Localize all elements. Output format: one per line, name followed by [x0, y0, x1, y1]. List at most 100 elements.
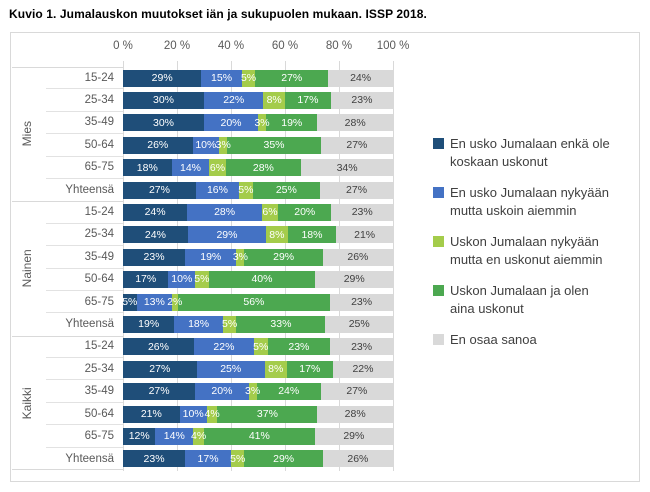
bar-segment-label: 6%	[209, 161, 226, 174]
bar-segment: 28%	[225, 159, 302, 177]
bar-segment: 5%	[238, 181, 254, 199]
bar-segment-label: 4%	[204, 407, 220, 420]
bar-segment-label: 23%	[351, 295, 373, 308]
bar-segment-label: 23%	[351, 94, 373, 107]
x-axis-tick: 40 %	[217, 40, 245, 52]
bar-segment: 24%	[256, 383, 321, 401]
legend-item: En usko Jumalaan nykyään mutta uskoin ai…	[433, 184, 615, 219]
bar-segment-label: 4%	[191, 430, 207, 443]
bar-row: 50-64 17% 10% 5% 40% 29%	[12, 269, 394, 291]
bar-segment: 24%	[123, 226, 188, 244]
stacked-bar: 29% 15% 5% 27% 24%	[123, 69, 393, 87]
bar-segment: 19%	[123, 315, 175, 333]
legend-item: Uskon Jumalaan ja olen aina uskonut	[433, 282, 615, 317]
bar-segment-label: 14%	[179, 161, 201, 174]
bar-segment-label: 5%	[122, 295, 138, 308]
bar-segment-label: 29%	[273, 452, 295, 465]
bar-segment-label: 10%	[182, 407, 204, 420]
bar-segment: 8%	[263, 92, 285, 110]
category-label: 25-34	[46, 358, 123, 381]
bar-segment: 3%	[233, 248, 248, 266]
bar-segment-label: 29%	[343, 273, 365, 286]
bar-segment-label: 17%	[135, 273, 157, 286]
bar-segment-label: 27%	[281, 71, 303, 84]
bar-segment-label: 29%	[273, 251, 295, 264]
bar-segment: 22%	[193, 338, 254, 356]
bar-segment-label: 24%	[144, 228, 166, 241]
bar-segment-label: 16%	[206, 183, 228, 196]
stacked-bar: 30% 22% 8% 17% 23%	[123, 92, 393, 110]
bar-segment: 25%	[325, 315, 393, 333]
bar-segment: 25%	[252, 181, 321, 199]
bar-row: 15-24 26% 22% 5% 23% 23%	[12, 336, 394, 359]
bar-segment: 26%	[123, 338, 194, 356]
category-label: 15-24	[46, 67, 123, 90]
bar-segment-label: 17%	[299, 363, 321, 376]
bar-segment-label: 15%	[211, 71, 233, 84]
bar-segment-label: 41%	[248, 430, 270, 443]
bar-segment-label: 27%	[346, 139, 368, 152]
bar-segment-label: 26%	[347, 251, 369, 264]
bar-segment: 23%	[330, 92, 393, 110]
bar-segment-label: 21%	[140, 407, 162, 420]
bar-segment: 5%	[253, 338, 268, 356]
bar-segment: 20%	[204, 114, 258, 132]
bar-segment: 26%	[322, 450, 393, 468]
bar-segment: 27%	[123, 383, 196, 401]
bar-segment: 21%	[123, 405, 180, 423]
bar-segment-label: 20%	[211, 385, 233, 398]
bar-segment-label: 28%	[344, 116, 366, 129]
category-label: 50-64	[46, 403, 123, 426]
bar-row: 65-75 12% 14% 4% 41% 29%	[12, 425, 394, 448]
bar-segment-label: 24%	[350, 71, 372, 84]
bar-row: Yhteensä 19% 18% 5% 33% 25%	[12, 313, 394, 335]
bar-segment: 17%	[286, 360, 333, 378]
bar-segment: 5%	[241, 69, 256, 87]
bar-segment: 5%	[230, 450, 245, 468]
bar-segment: 28%	[317, 114, 393, 132]
bar-segment: 25%	[196, 360, 265, 378]
bar-segment: 19%	[185, 248, 237, 266]
bar-segment-label: 34%	[336, 161, 358, 174]
bar-segment-label: 3%	[232, 251, 249, 264]
stacked-bar: 19% 18% 5% 33% 25%	[123, 315, 393, 333]
bar-segment: 22%	[332, 360, 393, 378]
bar-segment-label: 5%	[238, 183, 254, 196]
category-label: Yhteensä	[65, 318, 114, 331]
bar-row: Yhteensä 23% 17% 5% 29% 26%	[12, 448, 394, 470]
bar-segment: 41%	[203, 427, 315, 445]
group-mies: Mies 15-24 29% 15% 5% 27% 24% 25-34 30% 22% 8% 17% 2…	[12, 67, 394, 201]
bar-segment-label: 40%	[251, 273, 273, 286]
category-label: 25-34	[46, 89, 123, 112]
bar-segment: 3%	[254, 114, 270, 132]
bar-segment: 23%	[330, 338, 393, 356]
legend-item: En usko Jumalaan enkä ole koskaan uskonu…	[433, 135, 615, 170]
bar-row: 25-34 30% 22% 8% 17% 23%	[12, 89, 394, 112]
bar-segment-label: 3%	[215, 139, 231, 152]
legend-swatch	[433, 236, 444, 248]
bar-segment: 35%	[227, 136, 321, 154]
bar-segment-label: 29%	[343, 430, 365, 443]
bar-segment-label: 29%	[216, 228, 238, 241]
bar-row: 15-24 29% 15% 5% 27% 24%	[12, 67, 394, 90]
bar-segment: 23%	[330, 293, 393, 311]
bar-segment: 24%	[123, 204, 188, 222]
bar-segment-label: 14%	[163, 430, 185, 443]
bar-row: 25-34 27% 25% 8% 17% 22%	[12, 358, 394, 381]
bar-segment: 27%	[123, 360, 197, 378]
stacked-bar: 23% 19% 3% 29% 26%	[123, 248, 393, 266]
category-label: 15-24	[46, 336, 123, 359]
bar-segment-label: 23%	[351, 206, 373, 219]
bar-segment: 22%	[204, 92, 264, 110]
bar-segment-label: 26%	[147, 340, 169, 353]
bar-segment: 27%	[320, 383, 393, 401]
bar-segment: 13%	[136, 293, 173, 311]
bar-segment-label: 19%	[200, 251, 222, 264]
stacked-bar: 26% 22% 5% 23% 23%	[123, 338, 393, 356]
bar-segment: 18%	[174, 315, 223, 333]
bar-segment: 29%	[244, 450, 323, 468]
bar-segment: 21%	[336, 226, 393, 244]
bar-segment-label: 5%	[222, 318, 238, 331]
category-label: 65-75	[46, 157, 123, 179]
stacked-bar: 27% 25% 8% 17% 22%	[123, 360, 393, 378]
